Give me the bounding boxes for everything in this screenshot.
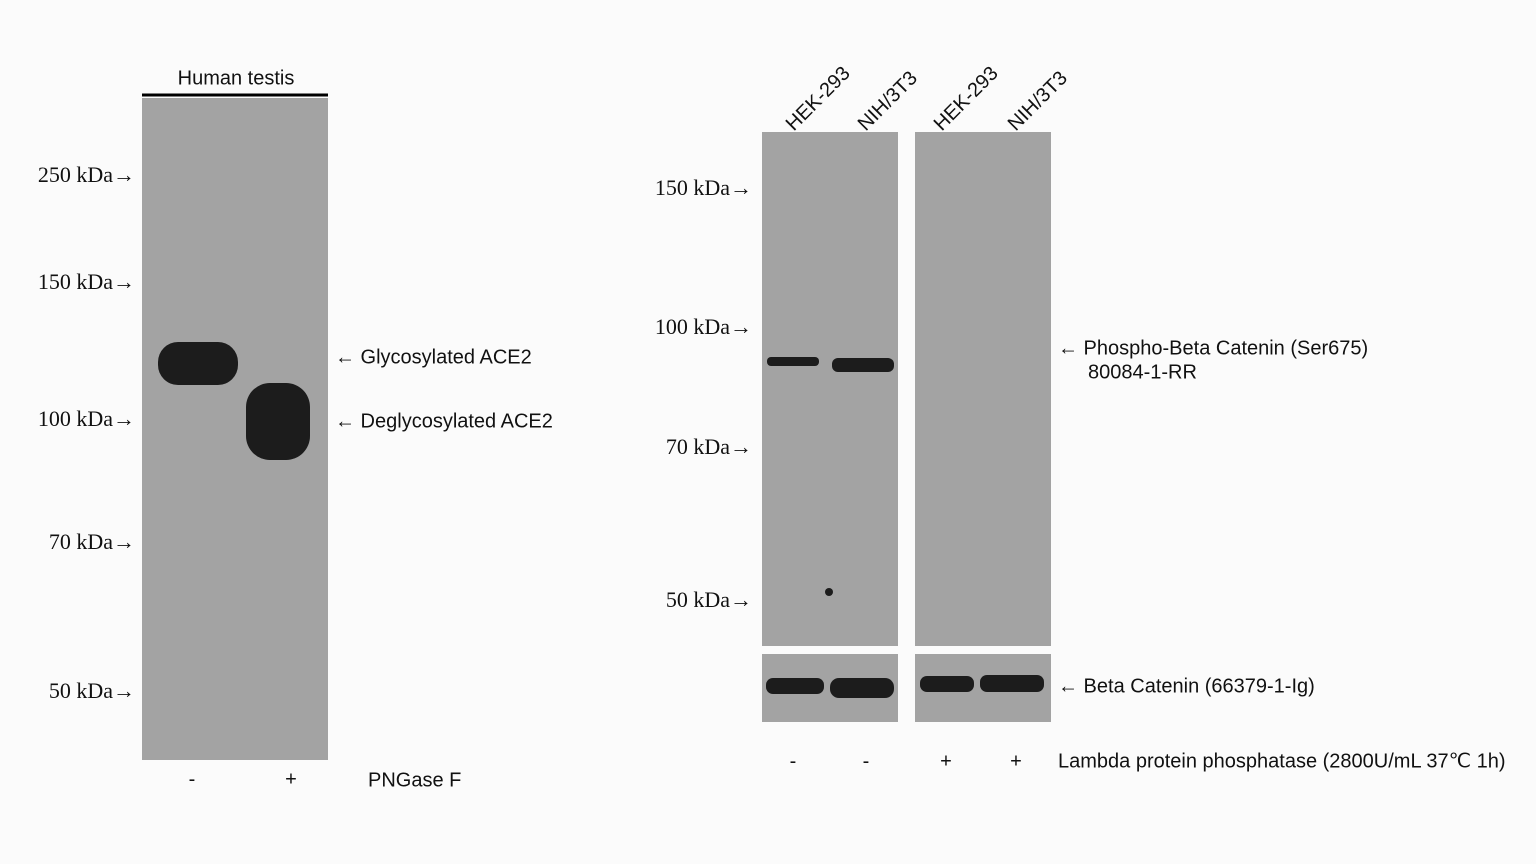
sample-label: Human testis	[178, 67, 295, 89]
marker-label: 70 kDa→	[666, 434, 752, 459]
marker-label: 50 kDa→	[666, 587, 752, 612]
treatment-label: PNGase F	[368, 769, 461, 791]
band-label: ← Deglycosylated ACE2	[335, 410, 553, 432]
band	[766, 678, 824, 694]
marker-label: 150 kDa→	[38, 269, 135, 294]
band	[920, 676, 974, 692]
lane-sign: -	[790, 750, 797, 772]
band	[830, 678, 894, 698]
lane-sign: +	[285, 768, 297, 790]
marker-label: 100 kDa→	[38, 406, 135, 431]
band	[980, 675, 1044, 692]
speck	[825, 588, 833, 596]
band	[246, 383, 310, 460]
treatment-label: Lambda protein phosphatase (2800U/mL 37℃…	[1058, 750, 1506, 772]
control-label: ← Beta Catenin (66379-1-Ig)	[1058, 675, 1315, 697]
band	[832, 358, 894, 372]
target-label: 80084-1-RR	[1088, 361, 1197, 383]
lane-sign: +	[1010, 750, 1022, 772]
target-label: ← Phospho-Beta Catenin (Ser675)	[1058, 337, 1368, 359]
marker-label: 50 kDa→	[49, 678, 135, 703]
marker-label: 250 kDa→	[38, 162, 135, 187]
marker-label: 100 kDa→	[655, 314, 752, 339]
lane-sign: -	[863, 750, 870, 772]
lane-sign: +	[940, 750, 952, 772]
marker-label: 70 kDa→	[49, 529, 135, 554]
band	[767, 357, 819, 366]
blot	[915, 132, 1051, 646]
blot	[762, 132, 898, 646]
marker-label: 150 kDa→	[655, 175, 752, 200]
band-label: ← Glycosylated ACE2	[335, 346, 532, 368]
lane-sign: -	[189, 768, 196, 790]
band	[158, 342, 238, 385]
